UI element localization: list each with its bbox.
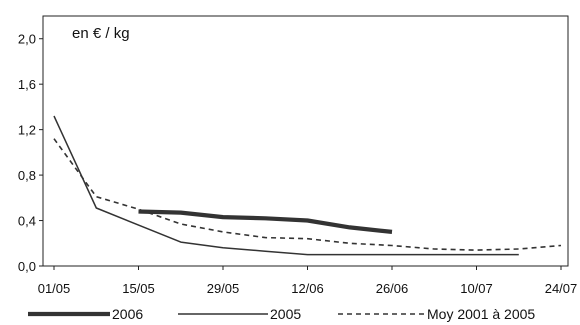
y-tick-label: 1,2 — [18, 123, 36, 138]
x-tick-label: 12/06 — [291, 281, 324, 296]
series-line-thin — [53, 115, 519, 256]
series-layer — [53, 115, 562, 256]
x-tick-label: 26/06 — [376, 281, 409, 296]
y-tick-label: 0,8 — [18, 168, 36, 183]
y-tick-label: 0,4 — [18, 214, 36, 229]
x-tick-label: 01/05 — [38, 281, 71, 296]
x-tick-label: 15/05 — [122, 281, 155, 296]
y-tick-label: 1,6 — [18, 77, 36, 92]
legend-label: Moy 2001 à 2005 — [427, 306, 535, 322]
plot-frame — [42, 15, 569, 267]
y-tick-label: 0,0 — [18, 259, 36, 274]
legend-label: 2005 — [270, 306, 301, 322]
series-line-dashed — [53, 138, 562, 251]
x-tick-label: 10/07 — [460, 281, 493, 296]
legend: 2006 2005 Moy 2001 à 2005 — [28, 306, 535, 322]
x-tick-label: 24/07 — [545, 281, 578, 296]
unit-label: en € / kg — [72, 25, 130, 42]
series-line-thick — [138, 209, 393, 234]
y-tick-label: 2,0 — [18, 32, 36, 47]
legend-label: 2006 — [112, 306, 143, 322]
x-tick-label: 29/05 — [207, 281, 240, 296]
axes: 0,0 0,4 0,8 1,2 1,6 2,0 01/05 15/05 29/05 12/06 26… — [18, 15, 578, 296]
